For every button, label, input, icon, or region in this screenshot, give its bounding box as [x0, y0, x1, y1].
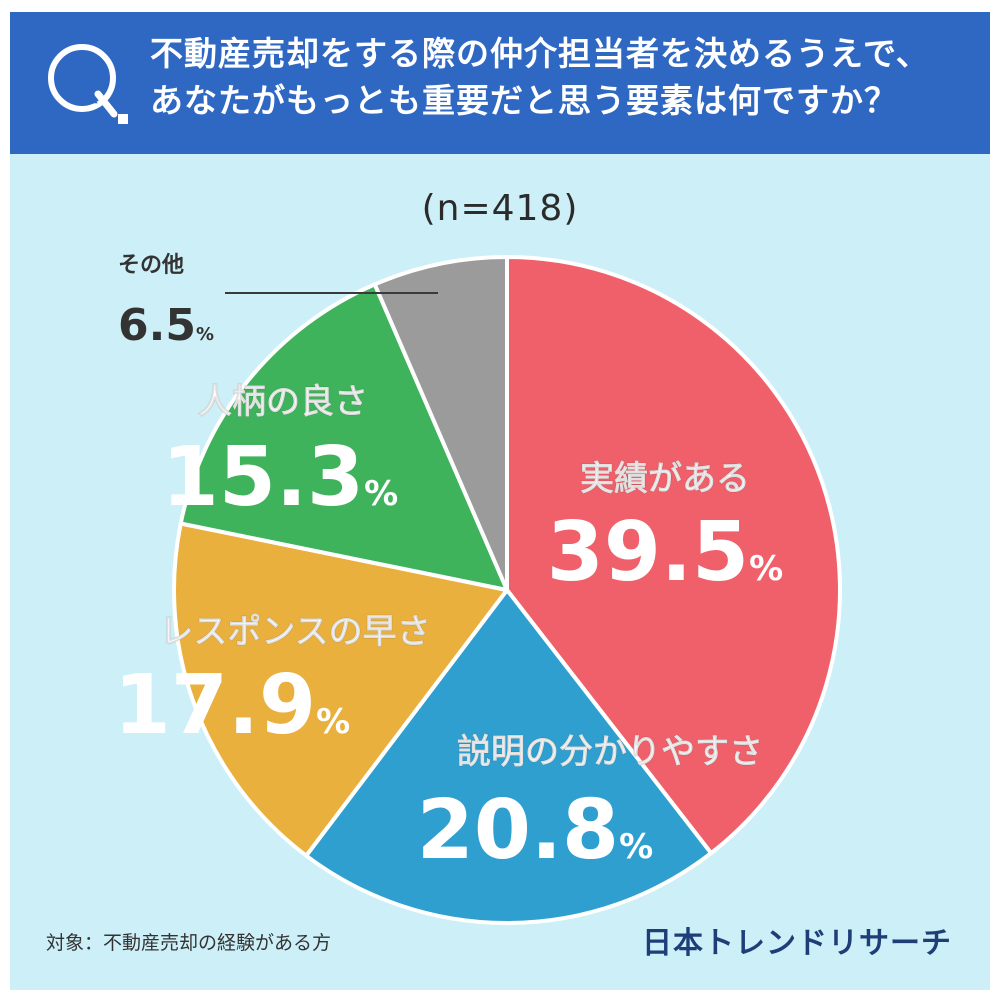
survey-target-note: 対象：不動産売却の経験がある方: [46, 932, 332, 954]
q-badge-letter: Q: [61, 50, 104, 108]
q-badge-tail: [94, 90, 118, 118]
question-line-1: 不動産売却をする際の仲介担当者を決めるうえで、: [150, 34, 930, 73]
q-badge-dot: [118, 114, 128, 124]
q-badge-ring: [48, 44, 116, 112]
brand-logo: 日本トレンドリサーチ: [642, 926, 952, 961]
question-header: [10, 12, 990, 154]
slice-label: 実績がある: [580, 459, 750, 499]
pie-slice: [505, 255, 842, 856]
slice-value-label: 20.8%: [417, 783, 653, 878]
sample-size-label: (n=418): [421, 188, 579, 229]
pie-slice: [304, 588, 714, 925]
pie-slice: [372, 255, 509, 592]
slice-value-label: 39.5%: [547, 505, 783, 600]
question-line-2: あなたがもっとも重要だと思う要素は何ですか？: [150, 81, 898, 120]
q-badge-icon: Q: [48, 44, 128, 124]
slice-label: その他: [118, 253, 184, 278]
slice-value-label: 6.5%: [118, 300, 214, 351]
pie-slice: [172, 521, 509, 858]
slice-value-label: 15.3%: [162, 430, 398, 525]
slice-label: レスポンスの早さ: [159, 612, 430, 652]
slice-value-label: 17.9%: [114, 658, 350, 753]
question-text: 不動産売却をする際の仲介担当者を決めるうえで、 あなたがもっとも重要だと思う要素…: [150, 30, 970, 124]
slice-label: 説明の分かりやすさ: [457, 732, 763, 772]
pie-slice: [178, 282, 509, 592]
slice-label: 人柄の良さ: [198, 382, 368, 422]
